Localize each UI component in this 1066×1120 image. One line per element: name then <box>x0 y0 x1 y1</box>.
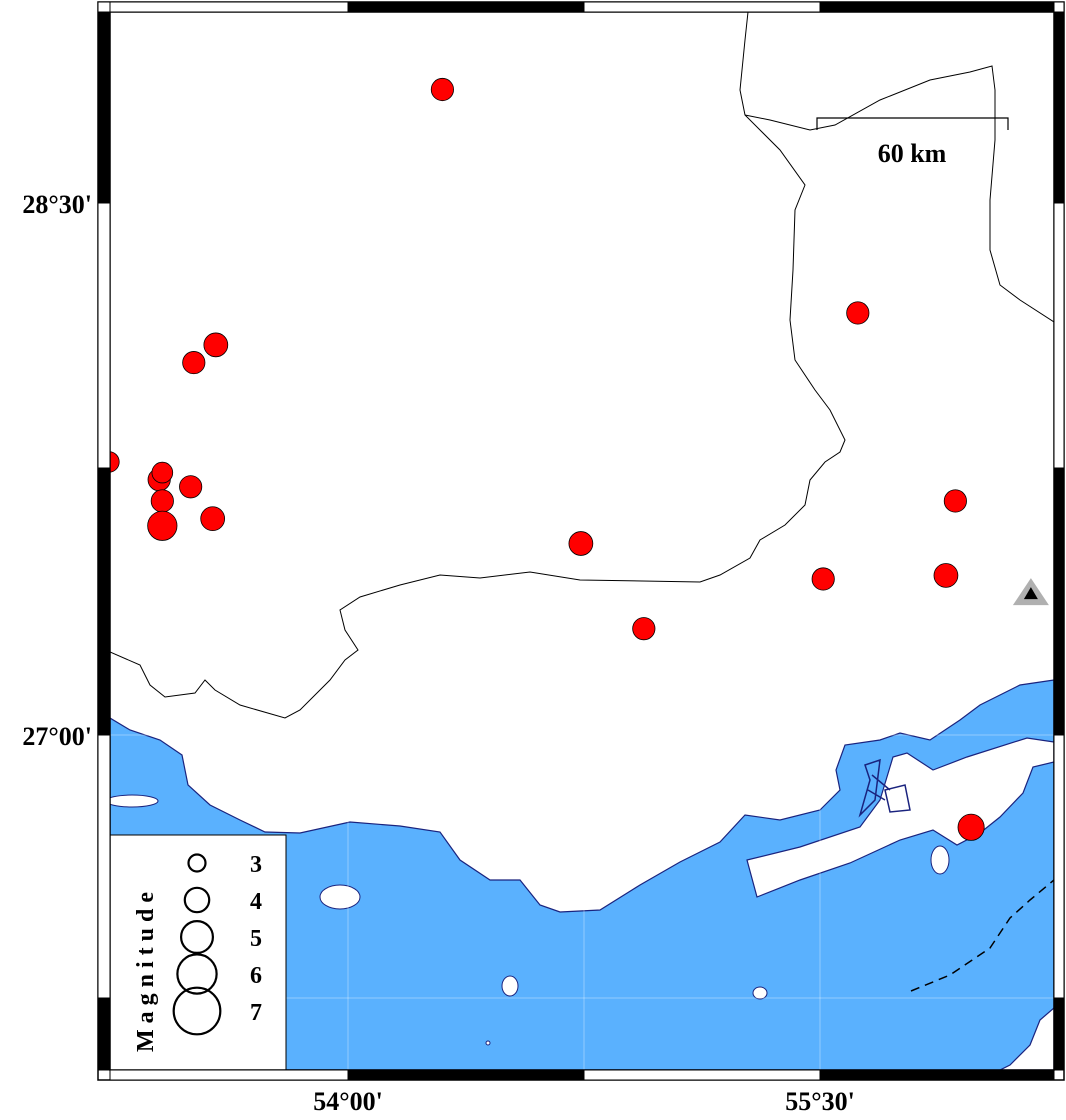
earthquake-event <box>182 351 206 375</box>
earthquake-event <box>151 461 174 484</box>
earthquake-event <box>957 813 985 841</box>
province-boundary <box>110 12 846 719</box>
scale-bar: 60 km <box>816 117 1009 168</box>
island <box>752 986 768 1000</box>
sea <box>110 679 1054 1070</box>
legend-label: 4 <box>250 889 262 915</box>
province-boundary <box>744 65 1054 323</box>
scale-bar-label: 60 km <box>878 139 947 168</box>
legend-circle <box>176 953 218 995</box>
island <box>485 1040 491 1046</box>
earthquake-event <box>632 617 656 641</box>
legend-circle <box>179 919 215 955</box>
legend-title: Magnitude <box>133 886 159 1052</box>
earthquake-event <box>147 510 178 541</box>
longitude-label: 55°30' <box>785 1087 855 1116</box>
earthquake-event <box>430 77 454 102</box>
map-frame <box>97 1 1065 1081</box>
island-cluster <box>858 758 911 818</box>
latitude-label: 28°30' <box>22 190 92 219</box>
earthquake-event <box>846 301 870 325</box>
qeshm-island <box>746 737 1054 898</box>
earthquake-event <box>203 332 229 358</box>
legend-label: 7 <box>250 1000 262 1026</box>
earthquake-events <box>110 77 985 841</box>
musandam-coast <box>999 1007 1054 1070</box>
island <box>930 845 950 875</box>
island <box>110 794 159 808</box>
earthquake-event <box>200 506 226 532</box>
earthquake-event <box>943 489 967 513</box>
legend-circle <box>172 986 222 1036</box>
earthquake-event <box>179 475 203 499</box>
magnitude-legend: Magnitude 3 4 5 6 7 <box>109 834 287 1071</box>
earthquake-event <box>568 531 594 556</box>
legend-circle <box>187 853 207 873</box>
legend-circle <box>183 886 211 914</box>
earthquake-event <box>811 567 835 591</box>
seismic-stations <box>1012 578 1049 606</box>
legend-label: 3 <box>250 852 262 878</box>
island <box>319 884 361 910</box>
earthquake-event <box>150 489 174 513</box>
longitude-label: 54°00' <box>313 1087 383 1116</box>
axis-labels: 54°00' 55°30' 28°30' 27°00' <box>22 190 854 1116</box>
station-triangle-icon <box>1012 578 1049 606</box>
earthquake-event <box>933 563 959 588</box>
legend-label: 5 <box>250 926 262 952</box>
latitude-label: 27°00' <box>22 722 92 751</box>
earthquake-event <box>110 451 120 473</box>
maritime-boundary <box>910 879 1054 992</box>
legend-label: 6 <box>250 963 262 989</box>
island <box>501 975 519 997</box>
